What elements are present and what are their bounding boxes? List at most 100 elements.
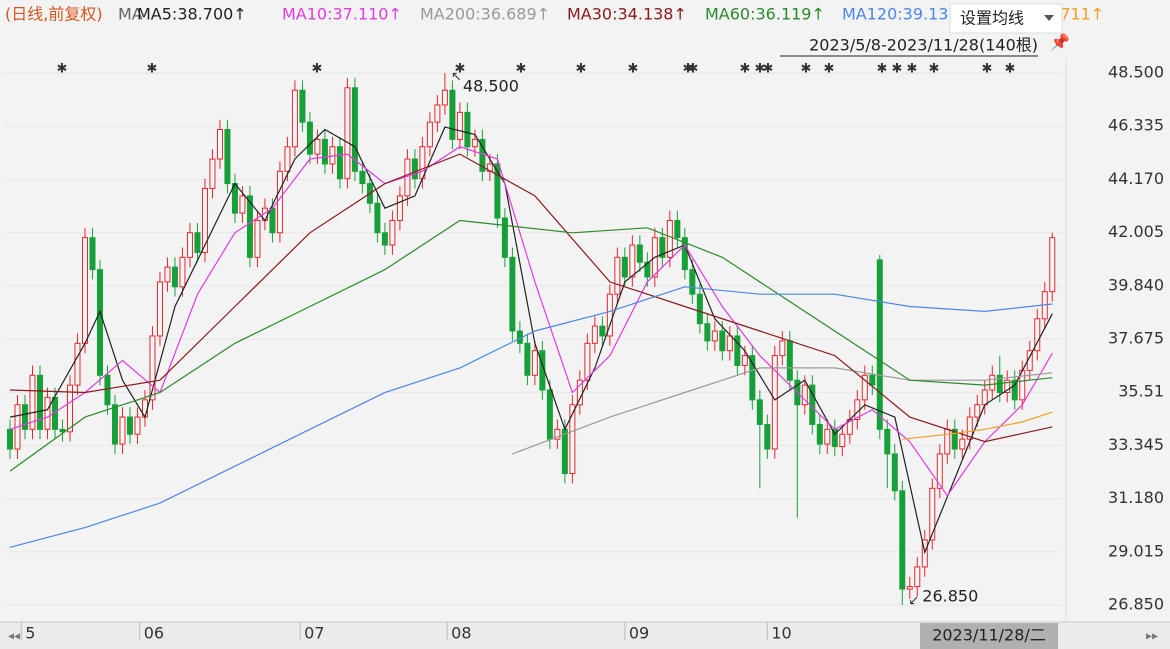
candle-body — [959, 438, 966, 450]
candle-body — [126, 416, 133, 435]
event-marker: ✱ — [801, 62, 812, 77]
x-tick-label: 07 — [304, 624, 324, 643]
candle-body — [591, 325, 598, 344]
candle-body — [726, 335, 733, 352]
plot: 48.500 46.335 44.170 42.005 39.840 37.675 35.5… — [4, 62, 1164, 643]
event-marker: ✱ — [576, 62, 587, 77]
scroll-left[interactable]: ◂◂ — [8, 629, 20, 643]
high-note: 48.500 — [463, 77, 519, 96]
menu-arrow[interactable] — [1044, 15, 1054, 21]
candle-body — [951, 428, 958, 450]
high-arrow: ↖ — [451, 70, 462, 85]
ma-line — [902, 411, 1053, 440]
menu-button[interactable] — [949, 3, 1063, 34]
event-marker: ✱ — [57, 62, 68, 77]
candle-body — [569, 404, 576, 475]
candle-body — [254, 219, 261, 258]
candle-body — [614, 256, 621, 295]
candle-body — [111, 404, 118, 445]
candle-body — [194, 232, 201, 253]
candle-body — [456, 111, 463, 140]
candle-body — [179, 256, 186, 288]
candle-body — [636, 244, 643, 263]
candle-body — [104, 374, 111, 406]
y-tick-label: 33.345 — [1108, 435, 1164, 454]
candle-body — [989, 374, 996, 391]
candle-body — [186, 232, 193, 258]
candle-body — [771, 355, 778, 450]
legend-entry: MA60:36.119↑ — [705, 5, 825, 24]
candle-body — [561, 428, 568, 475]
candle-body — [216, 129, 223, 160]
cursor-box — [920, 623, 1058, 649]
candle-body — [666, 219, 673, 258]
candle-body — [239, 195, 246, 214]
ma-line — [9, 153, 1053, 443]
candle-body — [554, 428, 561, 440]
candle-body — [6, 428, 13, 450]
ma-line — [9, 219, 1053, 472]
candle-body — [411, 158, 418, 180]
candle-body — [824, 428, 831, 445]
y-tick-label: 29.015 — [1108, 541, 1164, 560]
candle-body — [981, 389, 988, 406]
candle-body — [816, 423, 823, 445]
candle-body — [689, 269, 696, 295]
candle-body — [524, 342, 531, 376]
candle-body — [269, 207, 276, 234]
event-marker: ✱ — [683, 62, 694, 77]
y-tick-label: 26.850 — [1108, 595, 1164, 614]
candle-body — [734, 335, 741, 366]
candle-body — [209, 158, 216, 190]
candle-body — [629, 244, 636, 278]
event-marker: ✱ — [628, 62, 639, 77]
candle-body — [29, 374, 36, 430]
candle-body — [884, 428, 891, 455]
candle-body — [876, 259, 883, 430]
candle-body — [224, 129, 231, 185]
candle-body — [644, 261, 651, 278]
pin-icon[interactable]: 📌 — [1050, 33, 1070, 52]
candle-body — [426, 121, 433, 148]
event-marker: ✱ — [892, 62, 903, 77]
candle-body — [59, 428, 66, 433]
legend-entry: MA120:39.13 — [842, 5, 948, 24]
event-marker: ✱ — [455, 62, 466, 77]
candle-body — [471, 138, 478, 148]
candle-body — [839, 433, 846, 448]
event-marker: ✱ — [824, 62, 835, 77]
event-marker: ✱ — [755, 62, 766, 77]
candle-body — [606, 293, 613, 337]
ma-line — [9, 146, 1053, 497]
x-tick-label: 09 — [629, 624, 649, 643]
legend-entry: MA200:36.689↑ — [420, 5, 550, 24]
scroll-right[interactable]: ▸▸ — [1146, 629, 1158, 643]
y-tick-label: 39.840 — [1108, 275, 1164, 294]
y-tick-label: 35.51 — [1118, 382, 1164, 401]
candle-body — [149, 335, 156, 401]
candle-body — [96, 269, 103, 376]
candle-body — [321, 138, 328, 165]
candle-body — [501, 217, 508, 258]
y-tick-label: 44.170 — [1108, 169, 1164, 188]
range-label: 2023/5/8-2023/11/28(140根) — [809, 36, 1038, 55]
candle-body — [944, 428, 951, 455]
candle-body — [546, 389, 553, 440]
candle-body — [509, 256, 516, 332]
y-tick-label: 37.675 — [1108, 329, 1164, 348]
candle-body — [66, 384, 73, 433]
candle-body — [291, 89, 298, 148]
candle-body — [284, 146, 291, 172]
header-label: (日线,前复权) — [5, 5, 103, 24]
y-tick-label: 31.180 — [1108, 488, 1164, 507]
candle-body — [599, 325, 606, 337]
candle-body — [74, 342, 81, 386]
candle-body — [801, 384, 808, 406]
candle-body — [201, 188, 208, 253]
ma-line — [9, 286, 1053, 548]
legend-entry: MA5:38.700↑ — [137, 5, 247, 24]
candle-body — [276, 170, 283, 234]
menu-label[interactable]: 设置均线 — [960, 9, 1024, 28]
event-marker: ✱ — [147, 62, 158, 77]
